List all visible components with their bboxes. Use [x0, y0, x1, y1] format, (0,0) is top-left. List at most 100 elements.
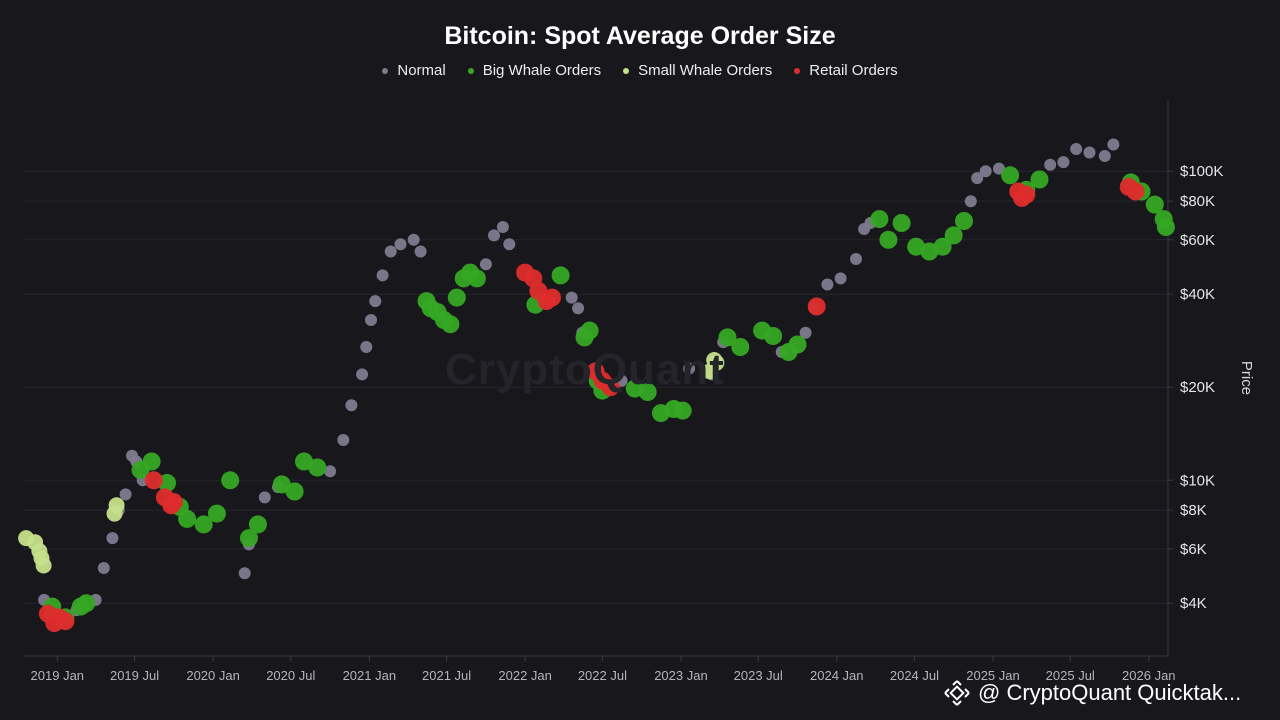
scatter-point — [414, 245, 427, 258]
legend-item-small-whale[interactable]: Small Whale Orders — [623, 62, 772, 79]
chart-legend: Normal Big Whale Orders Small Whale Orde… — [0, 62, 1280, 79]
x-tick-label: 2019 Jan — [31, 668, 85, 683]
y-axis-label: Price — [1238, 361, 1255, 395]
scatter-point — [572, 302, 585, 315]
x-tick-label: 2025 Jul — [1046, 668, 1095, 683]
scatter-point — [1017, 185, 1036, 204]
scatter-point — [1044, 158, 1057, 171]
scatter-points — [18, 138, 1175, 633]
x-tick-label: 2024 Jan — [810, 668, 864, 683]
scatter-point — [119, 488, 132, 501]
legend-dot-normal — [382, 67, 389, 74]
legend-item-big-whale[interactable]: Big Whale Orders — [467, 62, 601, 79]
scatter-point — [324, 465, 337, 478]
scatter-point — [56, 612, 75, 631]
x-tick-label: 2025 Jan — [966, 668, 1020, 683]
legend-label-retail: Retail Orders — [809, 62, 898, 79]
x-tick-label: 2023 Jul — [734, 668, 783, 683]
scatter-point — [144, 471, 163, 490]
scatter-point — [1098, 150, 1111, 162]
scatter-point — [580, 321, 599, 340]
scatter-point — [1126, 182, 1145, 201]
watermark-logo: CryptoQuant — [445, 345, 725, 394]
scatter-point — [955, 212, 973, 230]
scatter-point — [376, 269, 389, 282]
legend-dot-retail — [794, 67, 801, 74]
scatter-point — [1030, 170, 1049, 189]
scatter-point — [979, 165, 992, 178]
scatter-point — [892, 214, 911, 232]
scatter-point — [496, 221, 509, 233]
legend-label-normal: Normal — [397, 62, 446, 79]
scatter-point — [821, 278, 834, 291]
chart-title: Bitcoin: Spot Average Order Size — [444, 22, 836, 50]
scatter-point — [1145, 195, 1164, 214]
scatter-point — [337, 434, 350, 446]
source-credit: @ CryptoQuant Quicktak... — [944, 680, 1241, 706]
scatter-point — [77, 594, 96, 613]
scatter-point — [345, 399, 358, 412]
scatter-point — [933, 237, 952, 256]
scatter-point — [240, 529, 258, 548]
scatter-point — [238, 567, 251, 580]
legend-dot-small-whale — [623, 67, 630, 74]
scatter-point — [964, 195, 977, 208]
scatter-point — [447, 288, 466, 307]
scatter-point — [356, 368, 369, 381]
scatter-point — [788, 335, 807, 354]
scatter-point — [1070, 143, 1083, 155]
x-tick-label: 2019 Jul — [110, 668, 159, 683]
scatter-point — [441, 315, 460, 334]
scatter-point — [870, 210, 889, 229]
scatter-point — [488, 229, 500, 242]
scatter-point — [879, 230, 898, 249]
scatter-point — [638, 383, 657, 401]
y-tick-label: $10K — [1180, 472, 1215, 489]
scatter-point — [543, 288, 561, 307]
scatter-point — [285, 482, 304, 501]
binance-logo-icon — [944, 680, 970, 706]
scatter-point — [673, 401, 692, 420]
scatter-point — [308, 458, 327, 477]
scatter-point — [601, 378, 620, 397]
scatter-point — [708, 354, 725, 371]
x-tick-label: 2020 Jan — [186, 668, 240, 683]
scatter-point — [503, 238, 516, 251]
scatter-point — [164, 493, 183, 512]
x-tick-label: 2026 Jan — [1122, 668, 1176, 683]
scatter-point — [850, 253, 862, 265]
y-tick-label: $60K — [1180, 232, 1215, 249]
scatter-point — [142, 452, 161, 471]
scatter-point — [369, 295, 382, 308]
y-tick-label: $8K — [1180, 502, 1207, 519]
scatter-point — [834, 272, 847, 285]
scatter-point — [479, 258, 492, 271]
legend-item-normal[interactable]: Normal — [382, 62, 446, 79]
scatter-point — [565, 291, 578, 304]
x-tick-label: 2020 Jul — [266, 668, 315, 683]
x-tick-label: 2022 Jan — [498, 668, 552, 683]
scatter-point — [178, 509, 197, 528]
scatter-point — [384, 245, 397, 258]
scatter-point — [221, 471, 240, 490]
scatter-point — [365, 314, 377, 326]
scatter-point — [207, 504, 226, 523]
scatter-point — [551, 266, 570, 285]
scatter-point — [731, 338, 750, 356]
legend-label-small-whale: Small Whale Orders — [638, 62, 773, 79]
scatter-point — [1156, 218, 1175, 236]
scatter-point — [718, 328, 737, 347]
scatter-point — [106, 532, 119, 545]
scatter-point — [944, 226, 963, 245]
y-tick-label: $100K — [1180, 163, 1223, 180]
scatter-point — [1083, 146, 1096, 159]
scatter-point — [258, 491, 271, 504]
y-axis-ticks: $4K $6K $8K $10K $20K $40K $60K $80K $100K — [1168, 163, 1223, 612]
scatter-point — [1057, 156, 1070, 169]
x-tick-label: 2021 Jul — [422, 668, 471, 683]
y-tick-label: $20K — [1180, 379, 1215, 396]
legend-item-retail[interactable]: Retail Orders — [794, 62, 898, 79]
scatter-point — [108, 497, 125, 514]
scatter-point — [799, 326, 812, 339]
